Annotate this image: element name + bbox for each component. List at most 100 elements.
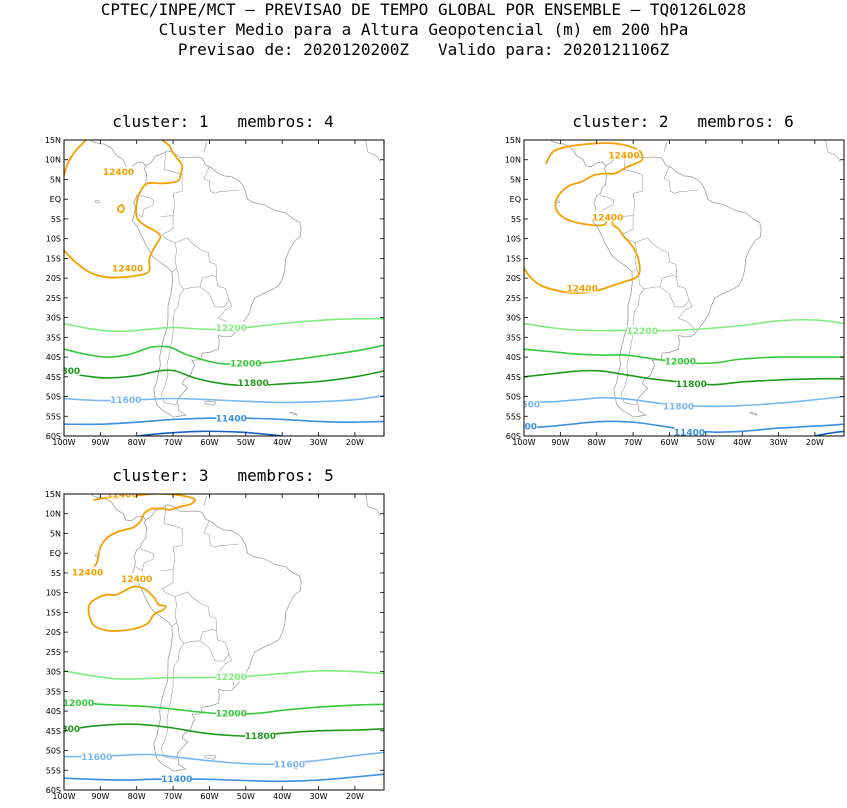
contour-line [64, 140, 88, 176]
lon-tick-label: 30W [769, 438, 787, 447]
lon-tick-label: 90W [91, 438, 109, 447]
lon-tick-label: 30W [309, 438, 327, 447]
map-plot: 1240012400122001200011800180011600114001… [45, 136, 385, 447]
country-border [203, 520, 239, 548]
country-border [160, 569, 178, 627]
map-plot: 12400 12400 12400 12200 12000 11800 1600 11800 4… [505, 136, 845, 447]
country-border [199, 277, 230, 308]
lat-tick-label: 50S [46, 393, 61, 402]
lat-tick-label: 25S [46, 294, 61, 303]
contour-label: 12400 [567, 284, 598, 294]
contour-label: 12000 [665, 357, 696, 367]
country-border [634, 237, 678, 290]
lat-tick-label: 5N [510, 175, 521, 184]
coastline-central-america [89, 140, 147, 168]
coastline-island [203, 141, 207, 152]
contour-label: 1800 [55, 367, 80, 377]
lat-tick-label: 5N [50, 529, 61, 538]
lat-tick-label: 15N [45, 136, 61, 145]
contour-label: 11800 [245, 732, 276, 742]
lon-tick-label: 60W [200, 792, 218, 801]
country-border [620, 289, 645, 406]
contour-line [64, 344, 384, 366]
lat-tick-label: 20S [506, 274, 521, 283]
lon-tick-label: 50W [237, 438, 255, 447]
coastline-island [289, 411, 298, 416]
lat-tick-label: 55S [506, 412, 521, 421]
contour-line [814, 430, 844, 436]
map-content: 12400 12400 12200 12000 11800 1800 11600 11400 [55, 140, 384, 436]
coastline-central-america [123, 140, 124, 141]
lat-tick-label: 60S [506, 432, 521, 441]
country-border [203, 166, 239, 194]
country-border [135, 549, 155, 572]
lon-tick-label: 40W [273, 792, 291, 801]
contour-label: 11800 [237, 379, 268, 389]
lon-tick-label: 40W [273, 438, 291, 447]
lat-tick-label: EQ [50, 549, 61, 558]
contour-label: 11800 [676, 380, 707, 390]
contour-line [136, 430, 283, 436]
header-line-3: Previsao de: 2020120200Z Valido para: 20… [177, 40, 670, 59]
contour-line [64, 773, 384, 783]
lat-tick-label: 45S [46, 373, 61, 382]
lat-tick-label: 25S [46, 648, 61, 657]
map-frame [63, 493, 385, 791]
contour-line [64, 669, 384, 680]
lat-tick-label: 15S [506, 254, 521, 263]
coastline-island [94, 199, 101, 204]
figure-header: CPTEC/INPE/MCT — PREVISAO DE TEMPO GLOBA… [0, 0, 847, 60]
lat-tick-label: 60S [46, 786, 61, 795]
country-border [623, 152, 643, 216]
lat-tick-label: 35S [46, 687, 61, 696]
map-plot: 12400 12400 12400 12200 12000 12000 1800 11800 1… [45, 490, 385, 801]
lon-tick-label: 100W [52, 438, 75, 447]
contour-line [64, 723, 384, 737]
lat-tick-label: 30S [46, 314, 61, 323]
contour-label: 11400 [161, 775, 192, 785]
lon-tick-label: 20W [806, 438, 824, 447]
lon-tick-label: 20W [346, 438, 364, 447]
lat-tick-label: 60S [46, 432, 61, 441]
country-border [659, 277, 690, 308]
coastline-africa [365, 140, 381, 162]
lat-tick-label: 55S [46, 412, 61, 421]
contour-label: 12000 [63, 699, 94, 709]
contour-label: 1600 [515, 401, 540, 411]
coastline-south-america [131, 504, 302, 772]
contour-line [88, 494, 197, 572]
contour-label: 12000 [216, 710, 247, 720]
contour-label: 12400 [608, 151, 639, 161]
lon-tick-label: 60W [200, 438, 218, 447]
lat-tick-label: EQ [50, 195, 61, 204]
coastline-africa [365, 494, 381, 516]
lon-tick-label: 80W [128, 438, 146, 447]
coastline-falklands [204, 400, 217, 406]
contour-line [524, 142, 644, 295]
lat-tick-label: 10N [45, 510, 61, 519]
contour-label: 12400 [112, 265, 143, 275]
lon-tick-label: 20W [346, 792, 364, 801]
panel-title: cluster: 1 membros: 4 [112, 112, 334, 131]
contour-line [64, 317, 384, 333]
lat-tick-label: 30S [46, 668, 61, 677]
map-frame [523, 139, 845, 437]
lat-tick-label: 10S [506, 235, 521, 244]
coastline-island [663, 141, 667, 152]
lon-tick-label: 50W [237, 792, 255, 801]
coastline-central-america [583, 140, 584, 141]
lat-tick-label: 40S [46, 353, 61, 362]
lat-tick-label: 30S [506, 314, 521, 323]
coastline-island [94, 553, 101, 558]
country-border [135, 195, 155, 218]
contour-label: 12400 [107, 490, 138, 500]
lat-tick-label: 25S [506, 294, 521, 303]
lat-tick-label: 35S [506, 333, 521, 342]
contour-label: 12000 [230, 359, 261, 369]
coastline-south-america [131, 150, 302, 418]
lon-tick-label: 90W [91, 792, 109, 801]
map-frame [63, 139, 385, 437]
contour-label: 12200 [216, 324, 247, 334]
lon-tick-label: 70W [164, 792, 182, 801]
country-border [174, 591, 218, 644]
